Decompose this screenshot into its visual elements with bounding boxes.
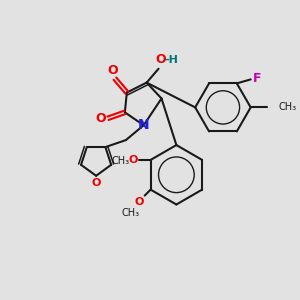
Text: O: O	[96, 112, 106, 125]
Text: O: O	[108, 64, 118, 77]
Text: O: O	[155, 53, 166, 66]
Text: CH₃: CH₃	[122, 208, 140, 218]
Text: O: O	[92, 178, 101, 188]
Text: O: O	[134, 196, 143, 206]
Text: F: F	[254, 72, 262, 85]
Text: CH₃: CH₃	[112, 156, 130, 166]
Text: N: N	[138, 118, 149, 132]
Text: CH₃: CH₃	[278, 102, 297, 112]
Text: -H: -H	[164, 55, 178, 65]
Text: O: O	[128, 155, 137, 165]
